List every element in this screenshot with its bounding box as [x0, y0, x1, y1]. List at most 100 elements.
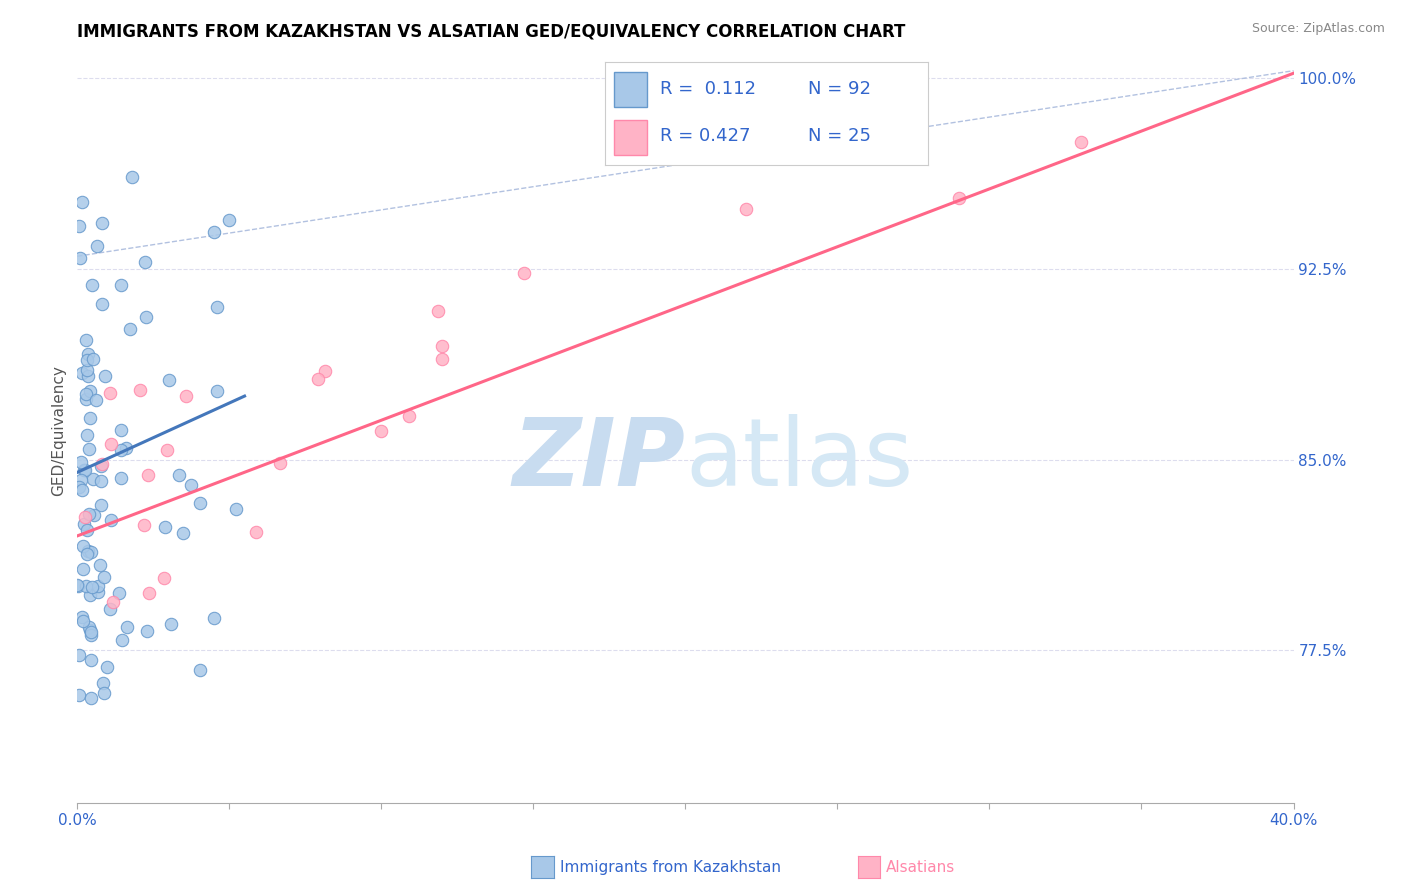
Point: [398, 409, 420, 424]
Point: [91, 216, 114, 230]
Point: [67, 219, 90, 233]
Point: [75, 579, 97, 593]
Point: [82, 472, 104, 486]
Point: [188, 496, 211, 510]
Point: [76, 363, 98, 377]
Point: [94, 368, 117, 383]
Text: ZIP: ZIP: [513, 414, 686, 506]
Point: [80, 628, 103, 642]
Point: [72, 562, 94, 576]
Point: [67, 480, 90, 494]
Point: [72, 483, 94, 497]
Point: [202, 611, 225, 625]
Point: [77, 507, 100, 521]
Point: [86, 239, 108, 253]
Point: [207, 384, 229, 398]
Point: [80, 544, 103, 558]
Point: [370, 424, 392, 438]
Point: [76, 353, 98, 368]
Point: [136, 624, 159, 638]
Point: [70, 610, 93, 624]
Point: [76, 427, 98, 442]
Point: [314, 364, 336, 378]
Point: [167, 468, 190, 483]
Point: [269, 456, 291, 470]
Point: [218, 213, 240, 227]
Point: [245, 524, 267, 539]
Point: [172, 526, 194, 541]
Point: [948, 191, 970, 205]
Point: [430, 339, 453, 353]
Point: [121, 169, 143, 184]
Point: [155, 442, 177, 457]
Point: [188, 664, 211, 678]
Point: [80, 277, 103, 292]
Point: [180, 478, 202, 492]
Text: N = 25: N = 25: [808, 127, 872, 145]
Text: R =  0.112: R = 0.112: [659, 79, 755, 97]
Point: [75, 462, 97, 476]
Point: [90, 297, 112, 311]
Point: [80, 580, 103, 594]
Point: [157, 373, 180, 387]
Point: [90, 498, 112, 512]
Point: [76, 523, 98, 537]
Point: [735, 202, 758, 216]
Point: [70, 455, 93, 469]
Point: [100, 513, 122, 527]
Point: [427, 303, 450, 318]
Point: [79, 411, 101, 425]
Point: [70, 366, 93, 380]
Point: [98, 602, 121, 616]
Bar: [614, 71, 647, 106]
Point: [91, 676, 114, 690]
Point: [108, 585, 131, 599]
Point: [90, 458, 112, 473]
Point: [512, 266, 534, 280]
Text: N = 92: N = 92: [808, 79, 872, 97]
Point: [202, 225, 225, 239]
Point: [75, 387, 97, 401]
Point: [135, 310, 157, 324]
Point: [72, 539, 94, 553]
Point: [67, 688, 90, 702]
Point: [1070, 135, 1092, 149]
Point: [79, 384, 101, 398]
Point: [110, 443, 132, 458]
Point: [91, 458, 114, 472]
Point: [77, 369, 100, 384]
Point: [307, 372, 329, 386]
Point: [83, 508, 105, 522]
Point: [120, 322, 142, 336]
Point: [225, 502, 247, 516]
Point: [89, 558, 111, 573]
Point: [101, 595, 124, 609]
Point: [80, 691, 103, 706]
Point: [69, 251, 91, 265]
Point: [80, 653, 103, 667]
Point: [129, 383, 152, 397]
Point: [115, 620, 138, 634]
Point: [110, 470, 132, 484]
Point: [138, 586, 160, 600]
Point: [72, 614, 94, 628]
Point: [93, 570, 115, 584]
Point: [89, 474, 111, 488]
Point: [110, 424, 132, 438]
Point: [86, 579, 108, 593]
Point: [76, 544, 98, 558]
Point: [82, 352, 104, 367]
Text: Alsatians: Alsatians: [886, 860, 955, 874]
Point: [70, 473, 93, 487]
Point: [132, 518, 155, 533]
Point: [100, 437, 122, 451]
Point: [87, 585, 110, 599]
Point: [66, 579, 89, 593]
Point: [98, 385, 121, 400]
Point: [96, 660, 118, 674]
Text: R = 0.427: R = 0.427: [659, 127, 749, 145]
Point: [93, 686, 115, 700]
Point: [136, 468, 159, 483]
Point: [73, 510, 96, 524]
Point: [111, 632, 134, 647]
